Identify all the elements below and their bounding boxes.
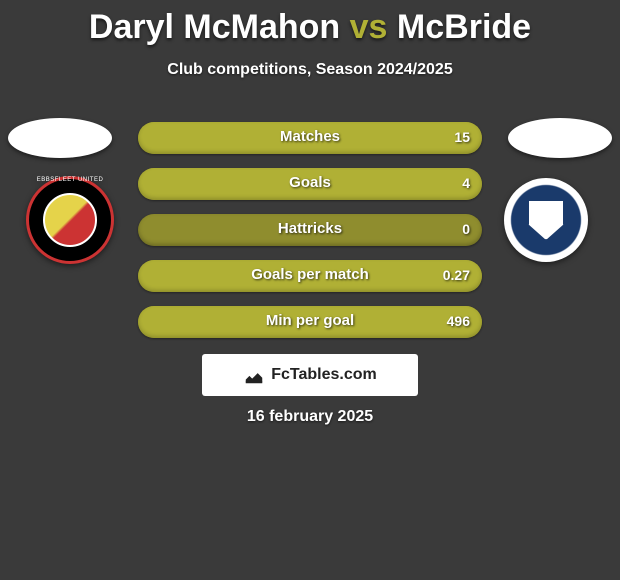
club-crest-right — [504, 178, 592, 266]
player1-headshot — [8, 118, 112, 158]
bar-value-right: 4 — [462, 175, 470, 191]
watermark: FcTables.com — [202, 354, 418, 396]
watermark-text: FcTables.com — [271, 366, 377, 384]
bar-label: Min per goal — [138, 312, 482, 329]
player1-name: Daryl McMahon — [89, 8, 340, 46]
date-text: 16 february 2025 — [0, 408, 620, 426]
bar-label: Goals per match — [138, 266, 482, 283]
bar-label: Hattricks — [138, 220, 482, 237]
player2-headshot — [508, 118, 612, 158]
stats-bars: Matches15 Goals4 Hattricks0 Goals per match… — [138, 122, 482, 352]
stat-bar: Hattricks0 — [138, 214, 482, 246]
bar-label: Matches — [138, 128, 482, 145]
bar-value-right: 15 — [454, 129, 470, 145]
subtitle: Club competitions, Season 2024/2025 — [0, 61, 620, 79]
player2-name: McBride — [397, 8, 531, 46]
stat-bar: Goals per match0.27 — [138, 260, 482, 292]
page-title: Daryl McMahon vs McBride — [0, 0, 620, 47]
stat-bar: Min per goal496 — [138, 306, 482, 338]
bar-label: Goals — [138, 174, 482, 191]
bar-value-right: 496 — [447, 313, 470, 329]
vs-text: vs — [350, 8, 388, 46]
stat-bar: Goals4 — [138, 168, 482, 200]
bar-value-right: 0.27 — [443, 267, 470, 283]
chart-icon — [243, 364, 265, 386]
club-crest-left: EBBSFLEET UNITED — [26, 176, 114, 264]
bar-value-right: 0 — [462, 221, 470, 237]
crest-left-text: EBBSFLEET UNITED — [29, 177, 111, 183]
stat-bar: Matches15 — [138, 122, 482, 154]
